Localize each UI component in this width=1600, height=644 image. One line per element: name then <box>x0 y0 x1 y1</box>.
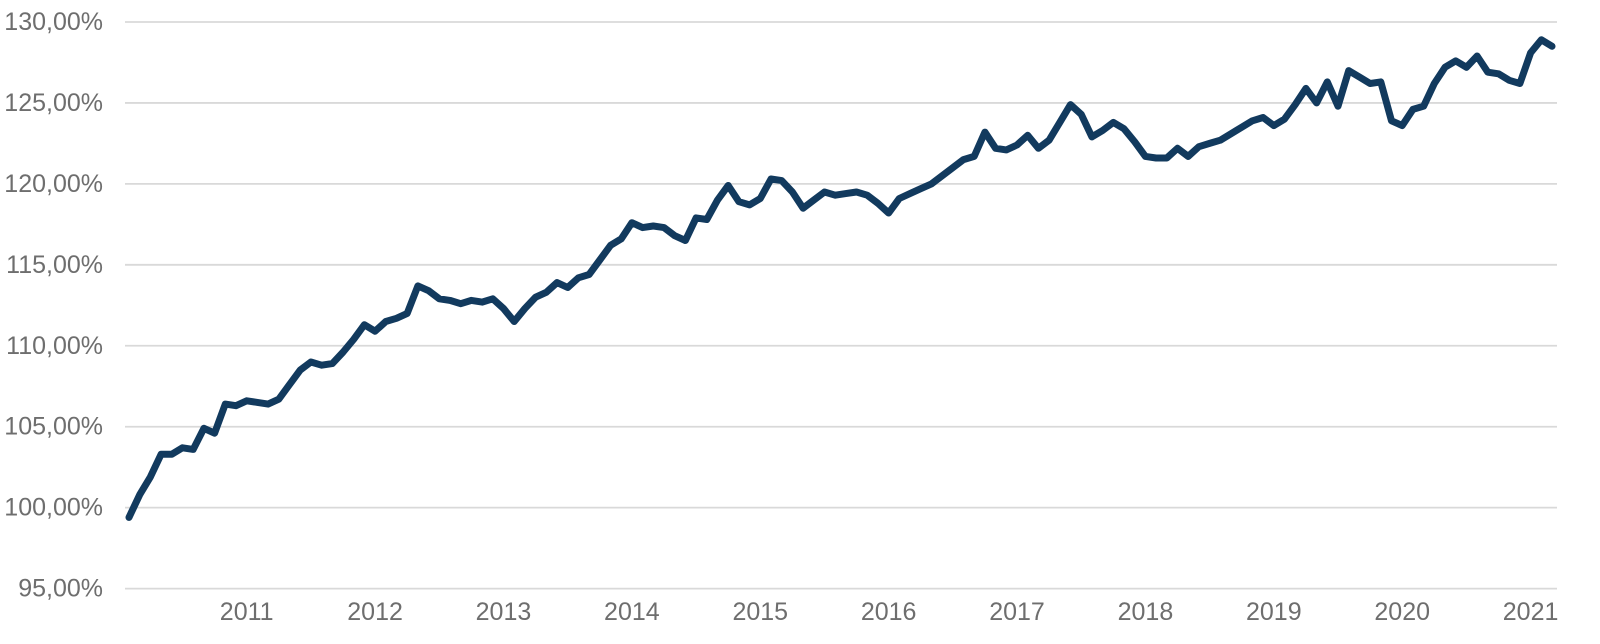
performance-line <box>125 36 1556 521</box>
x-axis-tick-label: 2011 <box>220 598 274 626</box>
y-axis-tick-label: 105,00% <box>4 413 103 441</box>
x-axis-tick-label: 2017 <box>989 598 1045 626</box>
y-axis-tick-label: 115,00% <box>6 251 103 279</box>
y-axis-tick-label: 100,00% <box>4 494 103 522</box>
x-axis-tick-label: 2020 <box>1374 598 1430 626</box>
x-axis-tick-label: 2018 <box>1118 598 1174 626</box>
y-axis-tick-label: 110,00% <box>6 332 103 360</box>
x-axis-tick-label: 2016 <box>861 598 917 626</box>
x-axis-tick-label: 2013 <box>476 598 532 626</box>
y-axis-tick-label: 95,00% <box>18 575 103 603</box>
y-axis-tick-label: 130,00% <box>4 8 103 36</box>
y-axis-tick-label: 120,00% <box>4 170 103 198</box>
x-axis-tick-label: 2014 <box>604 598 660 626</box>
x-axis-tick-label: 2015 <box>732 598 788 626</box>
x-axis-tick-label: 2012 <box>347 598 403 626</box>
x-axis-tick-label: 2019 <box>1246 598 1302 626</box>
y-axis-tick-label: 125,00% <box>4 89 103 117</box>
x-axis-tick-label: 2021 <box>1503 598 1559 626</box>
